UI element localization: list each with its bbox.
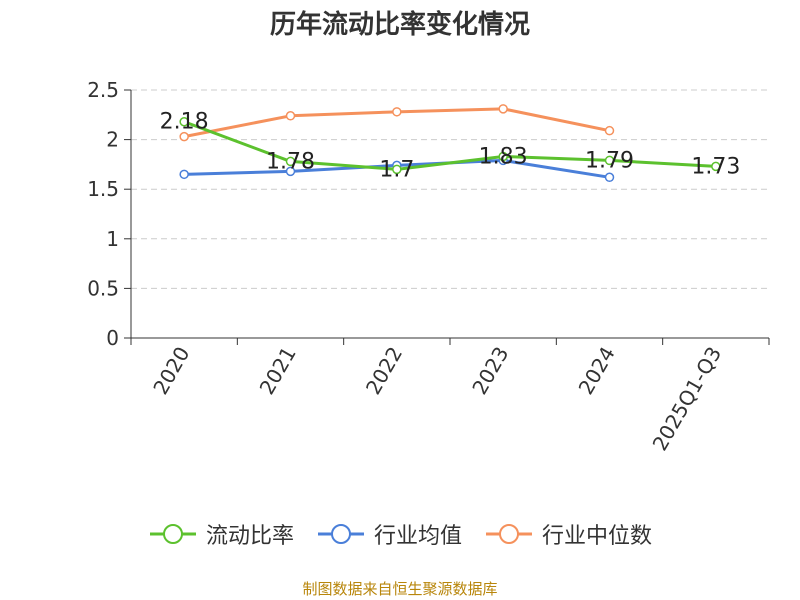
source-note: 制图数据来自恒生聚源数据库 xyxy=(302,580,498,598)
legend-item[interactable]: 行业均值 xyxy=(316,518,462,550)
data-label: 1.73 xyxy=(691,154,740,179)
data-point-series-2 xyxy=(604,172,615,183)
data-point-series-3 xyxy=(498,104,508,114)
legend-circle xyxy=(330,524,351,544)
chart-title: 历年流动比率变化情况 xyxy=(269,10,530,40)
y-tick-label: 0 xyxy=(106,326,119,350)
data-point-series-3 xyxy=(392,107,402,117)
data-point-series-2 xyxy=(179,169,189,180)
legend-label: 行业中位数 xyxy=(542,524,653,549)
x-tick-label: 2025Q1-Q3 xyxy=(647,343,726,455)
x-tick-label: 2022 xyxy=(361,343,407,399)
legend-marker-icon xyxy=(317,524,364,544)
y-tick-label: 2.5 xyxy=(87,78,119,102)
x-tick-label: 2024 xyxy=(574,343,620,399)
x-tick-label: 2021 xyxy=(255,343,301,399)
data-point-series-1 xyxy=(604,155,615,166)
data-label: 1.7 xyxy=(379,157,414,182)
y-tick-label: 1 xyxy=(106,227,119,251)
legend-marker-icon xyxy=(149,524,196,544)
legend: 流动比率 行业均值 行业中位数 xyxy=(0,518,800,550)
x-tick-label: 2020 xyxy=(148,343,194,399)
x-tick-label: 2023 xyxy=(467,342,513,398)
y-tick-label: 2 xyxy=(106,128,119,152)
series-line-1 xyxy=(183,120,716,171)
data-point-series-1 xyxy=(498,151,508,162)
data-point-series-3 xyxy=(604,125,615,136)
legend-item[interactable]: 流动比率 xyxy=(148,518,294,550)
data-label: 1.83 xyxy=(479,144,528,169)
data-point-series-1 xyxy=(179,116,189,127)
legend-item[interactable]: 行业中位数 xyxy=(484,518,652,550)
legend-circle xyxy=(162,524,183,544)
y-tick-label: 0.5 xyxy=(87,276,119,300)
legend-marker-icon xyxy=(486,524,532,544)
data-point-series-2 xyxy=(285,166,296,177)
legend-circle xyxy=(499,524,519,544)
data-label: 1.78 xyxy=(266,149,315,174)
data-point-series-1 xyxy=(285,156,296,167)
data-label: 1.79 xyxy=(585,148,634,173)
legend-label: 行业均值 xyxy=(373,524,462,549)
data-point-series-1 xyxy=(392,164,402,175)
y-tick-label: 1.5 xyxy=(87,177,119,201)
data-point-series-3 xyxy=(285,111,296,121)
data-point-series-1 xyxy=(711,161,721,172)
data-label: 2.18 xyxy=(160,110,209,135)
legend-label: 流动比率 xyxy=(205,524,294,549)
data-point-series-3 xyxy=(179,131,189,142)
